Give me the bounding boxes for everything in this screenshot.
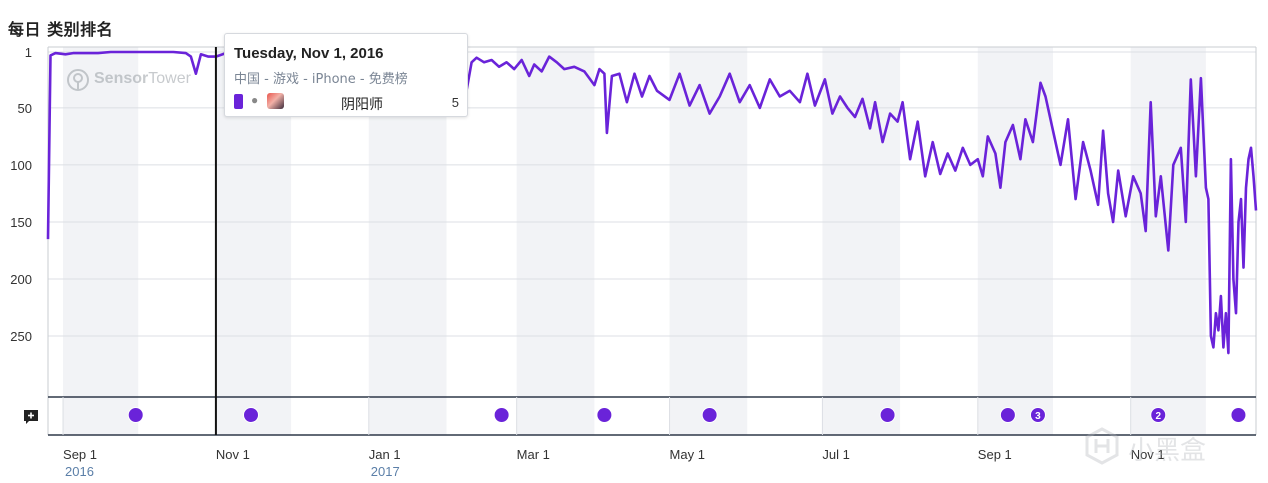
event-marker[interactable] bbox=[493, 407, 510, 423]
y-tick-label: 100 bbox=[10, 158, 32, 173]
x-tick-label: Jul 1 bbox=[822, 447, 849, 462]
app-icon bbox=[267, 93, 284, 109]
apple-icon: ● bbox=[251, 93, 259, 107]
tooltip-subtitle: 中国 - 游戏 - iPhone - 免费榜 bbox=[234, 72, 408, 87]
rank-series-path bbox=[46, 50, 1258, 355]
tooltip-app-name: 阴阳师 bbox=[341, 97, 383, 113]
watermark-text: 小黑盒 bbox=[1128, 436, 1207, 466]
watermark: 小黑盒 bbox=[1082, 426, 1242, 470]
event-marker[interactable] bbox=[127, 407, 144, 423]
y-tick-label: 50 bbox=[18, 101, 32, 116]
y-tick-label: 150 bbox=[10, 215, 32, 230]
x-tick-label: Sep 1 bbox=[63, 447, 97, 462]
grid-lines bbox=[47, 46, 1257, 436]
watermark-logo-icon bbox=[1085, 427, 1119, 465]
month-band-events bbox=[516, 397, 595, 435]
x-tick-label: Nov 1 bbox=[1131, 447, 1165, 462]
event-marker[interactable] bbox=[1029, 407, 1046, 423]
x-tick-label: Nov 1 bbox=[216, 447, 250, 462]
y-tick-label: 250 bbox=[10, 329, 32, 344]
x-tick-label: Mar 1 bbox=[517, 447, 550, 462]
logo-text-bold: Sensor bbox=[94, 70, 149, 87]
month-band-events bbox=[63, 397, 139, 435]
tooltip-date: Tuesday, Nov 1, 2016 bbox=[234, 45, 384, 62]
x-axis-labels: Sep 1 2016 Nov 1 Jan 1 2017 Mar 1 May 1 Jul 1 Se… bbox=[63, 447, 1165, 479]
event-marker[interactable] bbox=[701, 407, 718, 423]
event-marker[interactable] bbox=[1230, 407, 1247, 423]
event-marker[interactable] bbox=[243, 407, 260, 423]
series-swatch bbox=[234, 94, 243, 109]
event-marker[interactable] bbox=[1150, 407, 1167, 423]
event-count-label: 3 bbox=[1035, 411, 1041, 422]
event-marker[interactable] bbox=[879, 407, 896, 423]
x-tick-label: May 1 bbox=[670, 447, 705, 462]
month-band-events bbox=[368, 397, 447, 435]
page-title: 每日 类别排名 bbox=[8, 20, 114, 39]
sensortower-logo: SensorTower bbox=[66, 68, 191, 92]
month-band-events bbox=[1130, 397, 1206, 435]
sensortower-icon bbox=[67, 69, 89, 91]
chart-tooltip: Tuesday, Nov 1, 2016 中国 - 游戏 - iPhone - … bbox=[224, 33, 468, 117]
y-tick-label: 1 bbox=[25, 45, 32, 60]
y-tick-label: 200 bbox=[10, 272, 32, 287]
logo-text-light: Tower bbox=[148, 70, 191, 87]
event-count-label: 2 bbox=[1155, 411, 1161, 422]
tooltip-rank: 5 bbox=[451, 95, 459, 110]
x-tick-year-label: 2016 bbox=[65, 464, 94, 479]
x-tick-label: Sep 1 bbox=[978, 447, 1012, 462]
event-marker[interactable] bbox=[596, 407, 613, 423]
event-marker[interactable] bbox=[999, 407, 1016, 423]
x-tick-year-label: 2017 bbox=[371, 464, 400, 479]
add-note-icon[interactable] bbox=[23, 409, 39, 425]
x-tick-label: Jan 1 bbox=[369, 447, 401, 462]
rank-line bbox=[46, 50, 1258, 355]
